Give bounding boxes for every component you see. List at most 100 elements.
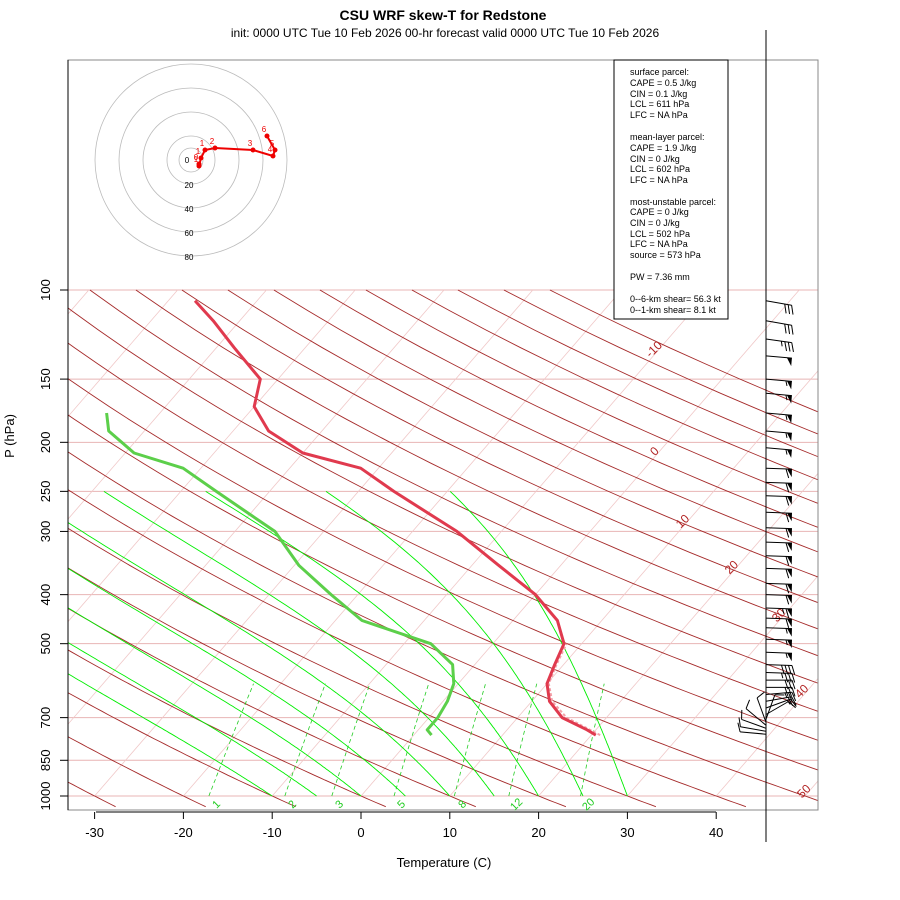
hodograph-ring — [94, 63, 288, 257]
wind-barb-shape — [765, 467, 793, 479]
mixing-ratio-label: 20 — [580, 796, 597, 813]
wind-barb — [741, 709, 767, 729]
wind-barb-shape — [765, 541, 793, 553]
wind-barb — [765, 467, 793, 479]
wind-barb-shape — [745, 699, 767, 726]
wind-barb-staff — [765, 447, 792, 451]
wind-barb — [765, 594, 793, 605]
wind-barb — [765, 582, 793, 594]
moist-adiabat — [68, 522, 451, 797]
dry-adiabat — [68, 489, 747, 808]
wind-barb — [765, 300, 794, 315]
hodograph-ring-label: 40 — [185, 205, 194, 214]
wind-barb-half — [781, 672, 784, 679]
mixing-ratio-line — [453, 683, 486, 797]
wind-barb — [765, 495, 793, 506]
wind-barb-shape — [765, 378, 792, 390]
wind-barb — [765, 607, 793, 618]
wind-barb-staff — [765, 338, 792, 344]
wind-barb-shape — [765, 481, 793, 493]
wind-barb-staff — [765, 467, 793, 470]
mixing-ratio-line — [580, 683, 605, 797]
isotherm-line — [68, 289, 445, 725]
wind-barb-shape — [765, 651, 793, 662]
wind-barb-shape — [737, 722, 767, 735]
wind-barb — [765, 651, 793, 662]
wind-barb-half — [780, 341, 783, 347]
wind-barb-full — [791, 342, 794, 353]
wind-barb-shape — [765, 701, 796, 715]
wind-barb-flag — [786, 653, 792, 662]
wind-barb — [737, 722, 767, 735]
wind-barb-full — [737, 722, 741, 733]
wind-barb-full — [756, 691, 765, 699]
dry-adiabat — [503, 289, 818, 435]
wind-barb-shape — [765, 320, 794, 335]
wind-barb — [738, 717, 767, 732]
wind-barb-full — [774, 694, 785, 696]
isotherm-line — [68, 289, 267, 520]
wind-barb-full — [791, 692, 797, 702]
wind-barb-flag — [786, 628, 792, 637]
wind-barb — [765, 378, 792, 390]
surface-cape: CAPE = 0.5 J/kg — [630, 78, 696, 88]
wind-barb-shape — [765, 392, 792, 404]
wind-barb — [765, 638, 793, 649]
mixing-ratio-label: 1 — [210, 798, 223, 811]
hodograph-point-label: 1 — [196, 147, 201, 156]
x-tick-label: 40 — [709, 825, 723, 840]
mixing-ratio-label: 2 — [286, 798, 299, 811]
wind-barb — [765, 701, 796, 715]
wind-barb-full — [787, 304, 791, 315]
hodograph-point-label: 5 — [270, 139, 275, 148]
wind-barb — [765, 627, 793, 637]
wind-barb-flag — [786, 513, 792, 522]
surface-cin: CIN = 0.1 J/kg — [630, 89, 687, 99]
wind-barb-staff — [765, 696, 792, 702]
wind-barb-flag — [786, 528, 792, 537]
wind-barb-flag — [786, 595, 792, 604]
wind-barb-full — [785, 618, 790, 629]
isotherm-line — [449, 370, 818, 797]
x-tick-label: 20 — [531, 825, 545, 840]
wind-barb-full — [787, 342, 791, 352]
wind-barb — [765, 698, 797, 709]
background-grid — [68, 289, 818, 808]
chart-subtitle: init: 0000 UTC Tue 10 Feb 2026 00-hr for… — [231, 26, 660, 40]
wind-barb-shape — [765, 300, 794, 315]
wind-barb-shape — [765, 698, 797, 709]
dry-adiabat — [549, 289, 818, 413]
isotherm-line — [68, 289, 356, 623]
wind-barb-flag — [786, 395, 792, 404]
mu-parcel-header: most-unstable parcel: — [630, 197, 716, 207]
hodograph-center-label: 0 — [185, 156, 190, 165]
x-tick-label: 0 — [357, 825, 364, 840]
wind-barb-full — [791, 673, 796, 683]
mixing-ratio-label: 12 — [508, 796, 525, 813]
wind-barb-half — [785, 380, 788, 387]
moist-adiabat — [68, 641, 317, 797]
wind-barb-shape — [765, 617, 793, 629]
wind-barb — [765, 430, 792, 442]
mu-cape: CAPE = 0 J/kg — [630, 207, 689, 217]
isotherm-line — [68, 289, 178, 418]
y-tick-label: 300 — [38, 521, 53, 543]
x-tick-label: 10 — [443, 825, 457, 840]
wind-barb — [765, 481, 793, 493]
hodograph-point-label: 4 — [268, 145, 273, 154]
wind-barb — [765, 320, 794, 335]
wind-barb-full — [738, 717, 741, 727]
isotherm-line — [627, 575, 818, 797]
wind-barb-shape — [756, 691, 767, 723]
wind-barb-staff — [740, 726, 767, 732]
dry-adiabat — [68, 736, 206, 808]
wind-barb-half — [784, 692, 788, 698]
y-tick-label: 700 — [38, 707, 53, 729]
wind-barb-staff — [740, 731, 767, 735]
isotherm-label: 40 — [792, 681, 812, 701]
wind-barb-flag — [786, 556, 792, 565]
wind-barb-staff — [745, 708, 767, 726]
isotherm-line — [94, 289, 534, 797]
moist-adiabat — [325, 491, 584, 797]
